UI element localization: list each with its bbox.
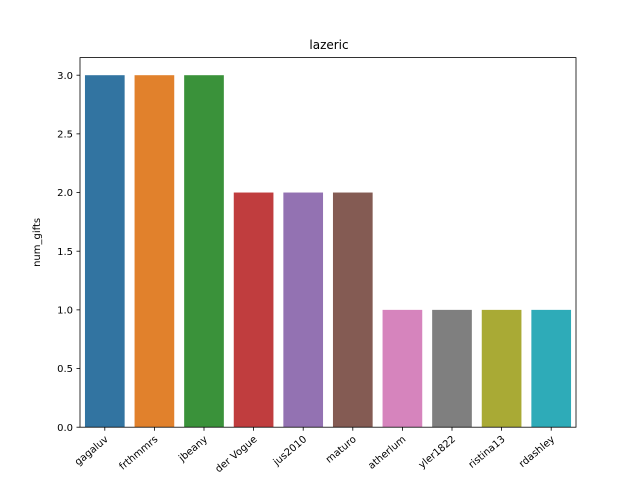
y-tick-label: 2.5: [57, 129, 73, 140]
plot-frame: [79, 57, 577, 428]
x-tick-label: rdashley: [517, 434, 557, 470]
bar-2: [184, 75, 224, 428]
y-axis: 0.0 0.5 1.0 1.5 2.0 2.5 3.0: [57, 71, 80, 434]
x-tick-label: frthmmrs: [117, 434, 160, 472]
chart-title: lazeric: [309, 38, 348, 52]
y-tick-label: 0.0: [57, 423, 73, 434]
x-tick-label: der Vogue: [214, 434, 260, 475]
bar-5: [332, 192, 373, 428]
x-tick-label: atherlum: [366, 434, 408, 472]
bar-8: [481, 309, 522, 428]
bar-3: [233, 192, 274, 428]
bar-6: [382, 309, 423, 428]
y-tick-label: 2.0: [57, 188, 73, 199]
x-tick-label: jbeany: [176, 434, 210, 465]
y-tick-label: 1.5: [57, 247, 73, 258]
bar-4: [283, 192, 324, 428]
x-tick-label: yler1822: [417, 434, 458, 471]
x-tick-label: jus2010: [271, 434, 309, 469]
y-tick-label: 3.0: [57, 71, 73, 82]
x-axis: gagaluv frthmmrs jbeany der Vogue jus2010 mat…: [73, 427, 557, 475]
bar-0: [84, 75, 125, 428]
y-tick-label: 1.0: [57, 305, 73, 316]
x-tick-label: ristina13: [467, 434, 508, 471]
y-tick-label: 0.5: [57, 364, 73, 375]
bar-7: [432, 309, 472, 428]
bar-1: [134, 75, 175, 428]
bars: [84, 75, 572, 428]
y-axis-label: num_gifts: [32, 218, 43, 267]
bar-9: [531, 309, 572, 428]
x-tick-label: maturo: [324, 434, 359, 466]
x-tick-label: gagaluv: [73, 434, 111, 468]
